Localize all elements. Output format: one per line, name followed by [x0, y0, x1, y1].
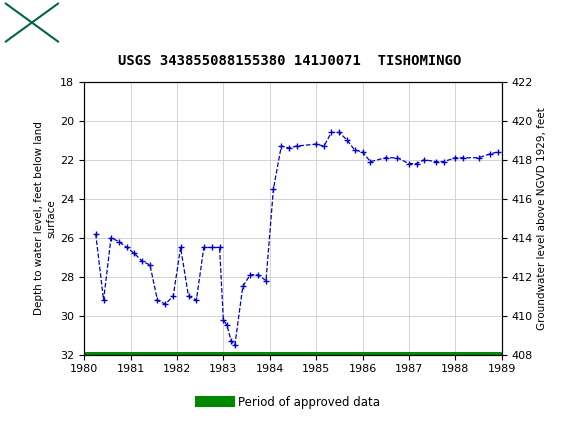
Text: USGS 343855088155380 141J0071  TISHOMINGO: USGS 343855088155380 141J0071 TISHOMINGO [118, 54, 462, 68]
Y-axis label: Groundwater level above NGVD 1929, feet: Groundwater level above NGVD 1929, feet [537, 107, 547, 330]
Legend: Period of approved data: Period of approved data [195, 391, 385, 413]
Bar [6, 3, 58, 42]
Y-axis label: Depth to water level, feet below land
surface: Depth to water level, feet below land su… [34, 121, 56, 315]
Text: USGS: USGS [70, 12, 121, 31]
